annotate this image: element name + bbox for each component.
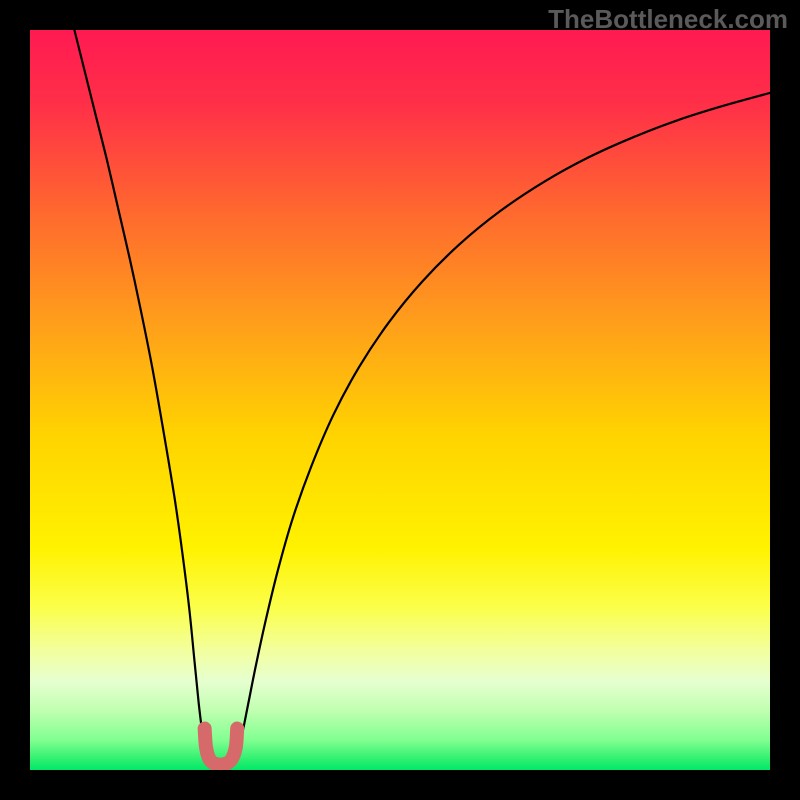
plot-area — [30, 30, 770, 770]
curves-layer — [30, 30, 770, 770]
bottleneck-chart: TheBottleneck.com — [0, 0, 800, 800]
plot-frame — [30, 30, 770, 770]
curve-right — [236, 93, 770, 758]
optimal-marker — [205, 729, 238, 765]
watermark-text: TheBottleneck.com — [548, 4, 788, 35]
curve-left — [74, 30, 207, 758]
